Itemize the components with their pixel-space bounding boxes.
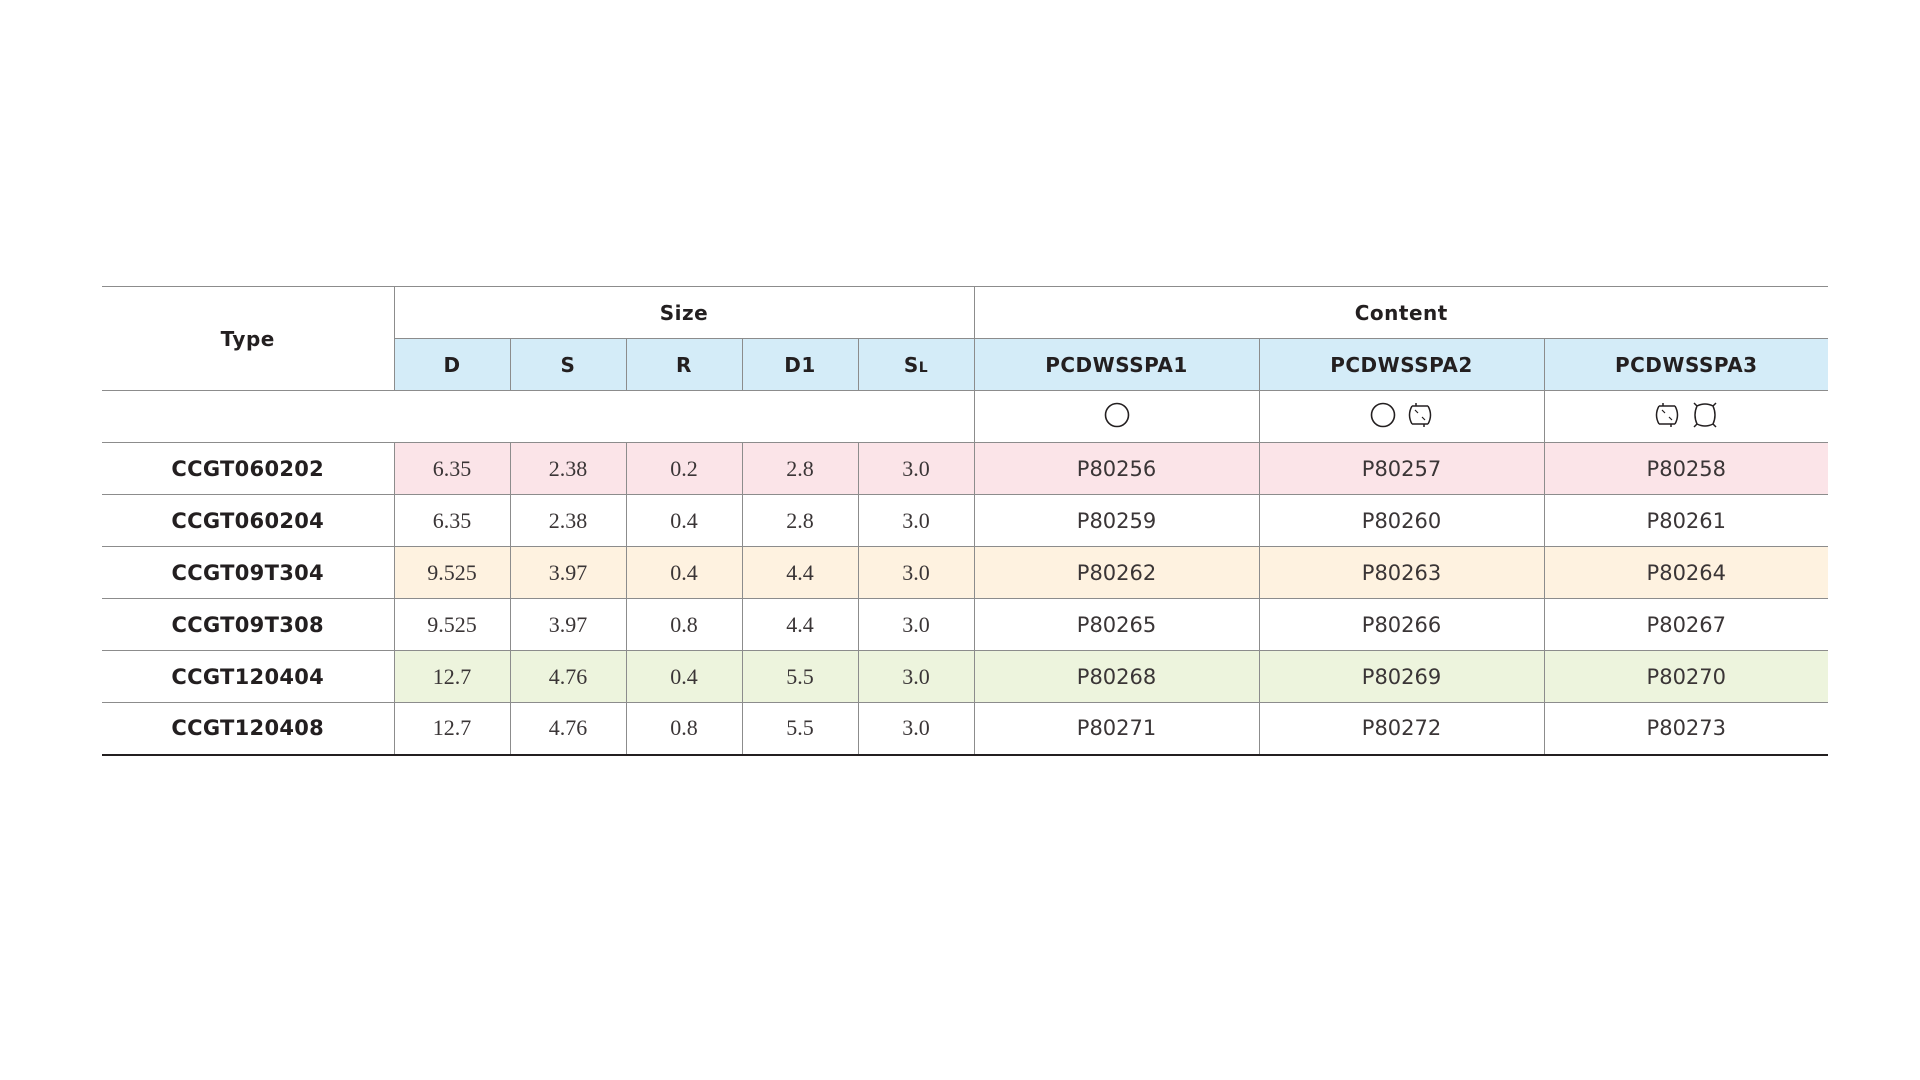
type-cell: CCGT120408: [102, 702, 394, 756]
content-code-cell: P80266: [1258, 598, 1545, 651]
content-code-cell: P80259: [973, 494, 1260, 547]
content-code-cell: P80256: [973, 442, 1260, 495]
symbol-cell: [973, 390, 1260, 443]
size-value-cell: 5.5: [741, 650, 858, 703]
size-value-cell: 4.4: [741, 598, 858, 651]
content-col-header: PCDWSSPA2: [1258, 338, 1545, 391]
size-value-cell: 9.525: [393, 598, 510, 651]
double-arc-edge-icon: [1653, 401, 1681, 429]
type-cell: CCGT09T308: [102, 598, 394, 651]
table-row: CCGT09T304 9.525 3.97 0.4 4.4 3.0 P80262 P80263…: [102, 546, 1829, 599]
content-code-cell: P80269: [1258, 650, 1545, 703]
content-group-header: Content: [973, 286, 1829, 339]
table-row: CCGT060202 6.35 2.38 0.2 2.8 3.0 P80256 P80257 P…: [102, 442, 1829, 495]
size-group-header: Size: [393, 286, 975, 339]
size-value-cell: 12.7: [393, 702, 510, 756]
content-code-cell: P80271: [973, 702, 1260, 756]
content-code-cell: P80265: [973, 598, 1260, 651]
table-row: CCGT060204 6.35 2.38 0.4 2.8 3.0 P80259 P80260 P…: [102, 494, 1829, 547]
content-code-cell: P80257: [1258, 442, 1545, 495]
content-code-cell: P80264: [1543, 546, 1829, 599]
symbol-row-blank: [102, 390, 975, 443]
size-value-cell: 3.0: [857, 650, 975, 703]
type-cell: CCGT060204: [102, 494, 394, 547]
size-value-cell: 4.4: [741, 546, 858, 599]
table-row: CCGT120408 12.7 4.76 0.8 5.5 3.0 P80271 P80272 P…: [102, 702, 1829, 756]
size-value-cell: 2.8: [741, 442, 858, 495]
size-col-header: SL: [857, 338, 975, 391]
content-code-cell: P80261: [1543, 494, 1829, 547]
content-code-cell: P80270: [1543, 650, 1829, 703]
content-col-header: PCDWSSPA1: [973, 338, 1260, 391]
content-code-cell: P80260: [1258, 494, 1545, 547]
size-value-cell: 3.0: [857, 598, 975, 651]
size-value-cell: 3.0: [857, 546, 975, 599]
content-code-cell: P80267: [1543, 598, 1829, 651]
table-row: CCGT120404 12.7 4.76 0.4 5.5 3.0 P80268 P80269 P…: [102, 650, 1829, 703]
size-value-cell: 4.76: [509, 650, 626, 703]
size-value-cell: 3.97: [509, 598, 626, 651]
symbol-cell: [1543, 390, 1829, 443]
size-value-cell: 0.8: [625, 702, 742, 756]
size-col-header: R: [625, 338, 742, 391]
content-col-header: PCDWSSPA3: [1543, 338, 1829, 391]
four-arc-edge-icon: [1691, 401, 1719, 429]
size-value-cell: 3.0: [857, 442, 975, 495]
size-value-cell: 0.4: [625, 650, 742, 703]
size-col-header: D: [393, 338, 510, 391]
type-header: Type: [102, 286, 394, 391]
symbol-row: [102, 390, 1829, 443]
type-cell: CCGT060202: [102, 442, 394, 495]
sub-header-row: D S R D1 SL PCDWSSPA1 PCDWSSPA2 PCDWSSPA…: [102, 338, 1829, 391]
size-value-cell: 3.0: [857, 494, 975, 547]
double-arc-edge-icon: [1406, 401, 1434, 429]
size-col-header: D1: [741, 338, 858, 391]
type-cell: CCGT120404: [102, 650, 394, 703]
size-value-cell: 3.0: [857, 702, 975, 756]
circle-icon: [1104, 402, 1130, 428]
content-code-cell: P80258: [1543, 442, 1829, 495]
size-value-cell: 0.4: [625, 494, 742, 547]
size-value-cell: 2.8: [741, 494, 858, 547]
size-value-cell: 2.38: [509, 442, 626, 495]
type-cell: CCGT09T304: [102, 546, 394, 599]
circle-icon: [1370, 402, 1396, 428]
size-value-cell: 6.35: [393, 494, 510, 547]
size-value-cell: 9.525: [393, 546, 510, 599]
content-code-cell: P80273: [1543, 702, 1829, 756]
group-header-row: Type Size Content: [102, 286, 1829, 391]
size-value-cell: 2.38: [509, 494, 626, 547]
content-code-cell: P80268: [973, 650, 1260, 703]
spec-table: Type Size Content D S R D1 SL PCDWSSPA1 …: [102, 286, 1829, 756]
size-value-cell: 0.2: [625, 442, 742, 495]
content-code-cell: P80272: [1258, 702, 1545, 756]
symbol-cell: [1258, 390, 1545, 443]
content-code-cell: P80263: [1258, 546, 1545, 599]
content-code-cell: P80262: [973, 546, 1260, 599]
table-row: CCGT09T308 9.525 3.97 0.8 4.4 3.0 P80265 P80266…: [102, 598, 1829, 651]
size-value-cell: 4.76: [509, 702, 626, 756]
size-value-cell: 0.4: [625, 546, 742, 599]
size-value-cell: 12.7: [393, 650, 510, 703]
size-value-cell: 0.8: [625, 598, 742, 651]
size-value-cell: 5.5: [741, 702, 858, 756]
size-value-cell: 6.35: [393, 442, 510, 495]
size-value-cell: 3.97: [509, 546, 626, 599]
size-col-header: S: [509, 338, 626, 391]
